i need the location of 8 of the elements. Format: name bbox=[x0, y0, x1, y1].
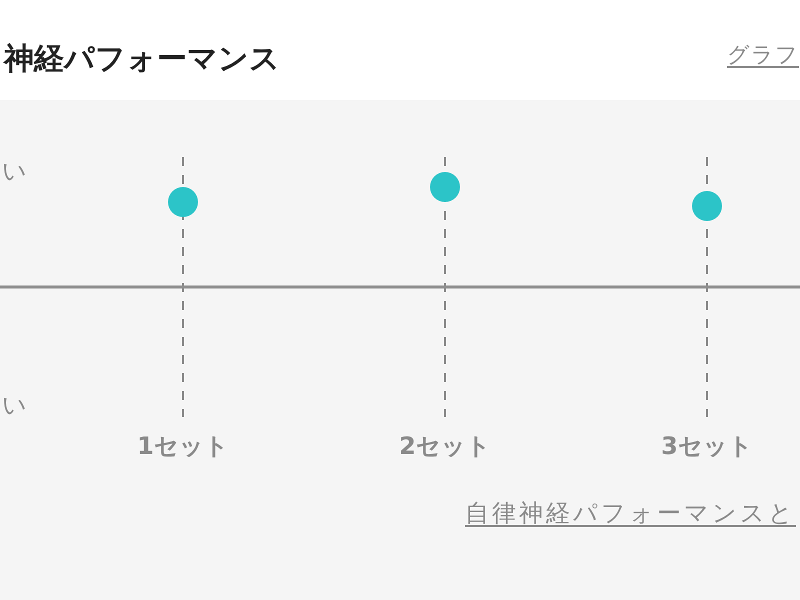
text: い bbox=[2, 391, 27, 420]
x-tick-label: 1セット bbox=[137, 432, 229, 460]
text: グラフ bbox=[727, 43, 799, 68]
x-tick-label: 2セット bbox=[399, 432, 491, 460]
text: い bbox=[2, 157, 27, 186]
chart-title: 神経パフォーマンス bbox=[2, 42, 280, 76]
x-tick-label: 3セット bbox=[661, 432, 753, 460]
text: 自律神経パフォーマンスと bbox=[465, 499, 796, 528]
